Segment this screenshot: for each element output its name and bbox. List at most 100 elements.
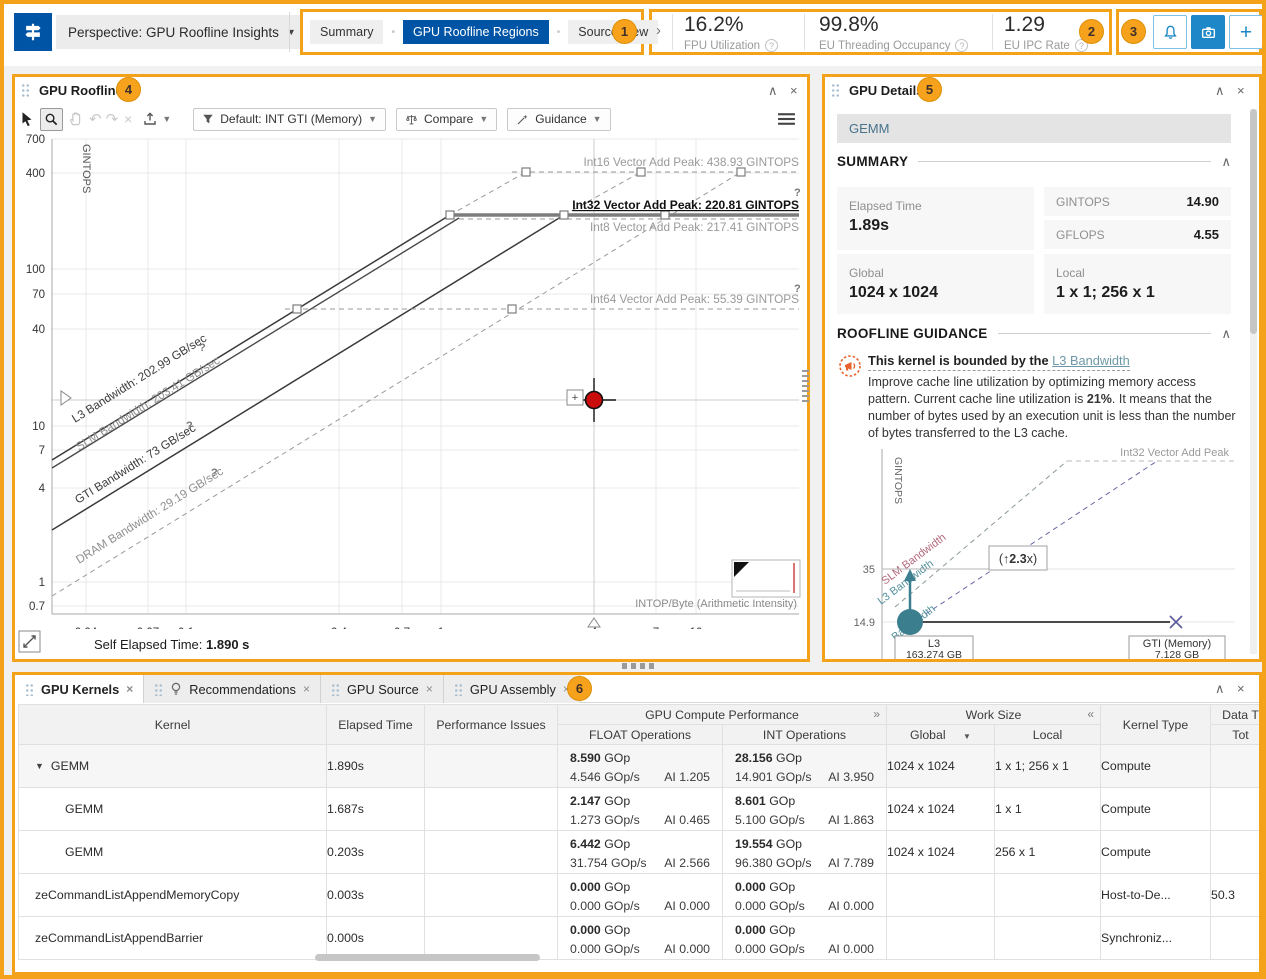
col-kernel-type[interactable]: Kernel Type: [1100, 704, 1211, 745]
tab-gpu-assembly[interactable]: GPU Assembly ×: [443, 675, 581, 703]
notifications-button[interactable]: [1153, 15, 1187, 49]
col-elapsed-time[interactable]: Elapsed Time: [326, 704, 425, 745]
svg-text:7: 7: [39, 445, 45, 457]
tab-recommendations[interactable]: Recommendations ×: [144, 675, 321, 703]
help-marker[interactable]: ?: [199, 342, 206, 354]
help-marker[interactable]: ?: [794, 187, 801, 199]
annotation-badge-2: 2: [1079, 19, 1104, 44]
global-size-card: Global 1024 x 1024: [837, 254, 1034, 314]
sort-desc-icon[interactable]: ▼: [963, 731, 971, 741]
metrics-expand-chevron[interactable]: ›: [656, 22, 661, 39]
col-float-operations[interactable]: FLOAT Operations: [557, 724, 723, 745]
collapse-panel-icon[interactable]: ∧: [768, 83, 778, 98]
close-tab-icon[interactable]: ×: [563, 682, 570, 696]
tab-summary[interactable]: Summary: [310, 20, 384, 44]
cell-kernel: zeCommandListAppendBarrier: [18, 916, 327, 960]
mini-kernel-dot[interactable]: [897, 609, 923, 635]
resize-chart-icon[interactable]: [18, 630, 41, 653]
col-global[interactable]: Global ▼: [886, 724, 995, 745]
help-marker[interactable]: ?: [186, 420, 193, 432]
drag-handle-icon[interactable]: [21, 83, 30, 98]
select-cursor-icon[interactable]: [18, 110, 36, 128]
kernel-row[interactable]: GEMM 0.203s 6.442 GOp 31.754 GOp/s AI 2.566 1…: [18, 830, 1259, 874]
col-local[interactable]: Local: [994, 724, 1101, 745]
help-marker[interactable]: ?: [211, 467, 218, 479]
selected-kernel-bar[interactable]: GEMM: [837, 114, 1231, 143]
export-icon[interactable]: [142, 111, 158, 127]
collapse-section-icon[interactable]: ∧: [1221, 154, 1231, 169]
col-group-gpu-compute[interactable]: GPU Compute Performance »: [557, 704, 887, 725]
svg-text:0.1: 0.1: [178, 627, 194, 629]
close-panel-icon[interactable]: ×: [1237, 83, 1245, 98]
toolbar-divider: [289, 12, 290, 52]
l3-bandwidth-link[interactable]: L3 Bandwidth: [1052, 353, 1130, 368]
close-panel-icon[interactable]: ×: [1237, 681, 1245, 696]
help-icon[interactable]: ?: [765, 39, 779, 52]
int16-peak-label: Int16 Vector Add Peak: 438.93 GINTOPS: [583, 155, 799, 169]
menu-hamburger-icon[interactable]: [777, 111, 796, 127]
help-icon[interactable]: ?: [955, 39, 969, 52]
vertical-splitter-handle[interactable]: [802, 370, 809, 402]
perspective-selector[interactable]: Perspective: GPU Roofline Insights ▼: [56, 15, 308, 49]
tab-gpu-roofline-regions[interactable]: GPU Roofline Regions: [403, 20, 549, 44]
gflops-row: GFLOPS 4.55: [1044, 220, 1231, 249]
col-group-work-size[interactable]: Work Size «: [886, 704, 1101, 725]
svg-text:700: 700: [26, 134, 45, 146]
add-button[interactable]: +: [1229, 15, 1262, 49]
collapse-panel-icon[interactable]: ∧: [1215, 83, 1225, 98]
guidance-wand-icon: [517, 114, 528, 124]
cell-kernel-type: Compute: [1100, 830, 1211, 874]
gti-callout-title: GTI (Memory): [1143, 638, 1211, 650]
col-group-data-transferred[interactable]: Data T: [1210, 704, 1259, 725]
y-tick-labels: 700 400 100 70 40 10 7 4 1 0.7: [26, 134, 46, 613]
cell-kernel-type: Compute: [1100, 787, 1211, 831]
help-marker[interactable]: ?: [794, 283, 801, 295]
tab-gpu-source[interactable]: GPU Source ×: [320, 675, 444, 703]
redo-icon[interactable]: ↷: [105, 111, 119, 128]
roofs-filter-dropdown[interactable]: Default: INT GTI (Memory) ▼: [193, 107, 386, 131]
expand-group-icon[interactable]: »: [873, 707, 880, 721]
close-tab-icon[interactable]: ×: [302, 682, 310, 696]
row-expander-icon[interactable]: ▼: [35, 761, 44, 771]
close-tab-icon[interactable]: ×: [126, 682, 134, 696]
kernel-row[interactable]: zeCommandListAppendMemoryCopy 0.003s 0.000…: [18, 873, 1259, 917]
col-kernel[interactable]: Kernel: [18, 704, 327, 745]
undo-icon[interactable]: ↶: [89, 111, 102, 128]
table-hscrollbar-thumb[interactable]: [315, 954, 540, 961]
collapse-section-icon[interactable]: ∧: [1221, 326, 1231, 341]
roofline-chart[interactable]: Int16 Vector Add Peak: 438.93 GINTOPS In…: [15, 132, 807, 629]
screenshot-button[interactable]: [1191, 15, 1225, 49]
cell-performance-issues: [424, 787, 558, 831]
cell-int-operations: 0.000 GOp 0.000 GOp/s AI 0.000: [722, 873, 887, 917]
roofline-guidance-heading: ROOFLINE GUIDANCE ∧: [837, 326, 1231, 341]
details-scrollbar-thumb[interactable]: [1250, 109, 1257, 334]
export-dropdown-caret[interactable]: ▼: [162, 114, 172, 124]
collapse-group-icon[interactable]: «: [1087, 707, 1094, 721]
collapse-panel-icon[interactable]: ∧: [1215, 681, 1225, 696]
mini-slm-l3-roof: [894, 460, 1068, 608]
metric-eu-threading-occupancy: 99.8% EU Threading Occupancy?: [819, 13, 969, 52]
kernel-row[interactable]: ▼ GEMM 1.890s 8.590 GOp 4.546 GOp/s AI 1.205 2…: [18, 744, 1259, 788]
close-tab-icon[interactable]: ×: [425, 682, 433, 696]
col-performance-issues[interactable]: Performance Issues: [424, 704, 558, 745]
horizontal-splitter-handle[interactable]: [622, 663, 656, 669]
guidance-dropdown[interactable]: Guidance ▼: [507, 107, 611, 131]
zoom-tool-button[interactable]: [40, 107, 63, 131]
kernel-row[interactable]: zeCommandListAppendBarrier 0.000s 0.000 GO…: [18, 916, 1259, 960]
chart-minimap[interactable]: [731, 559, 801, 598]
svg-text:4: 4: [591, 627, 598, 629]
details-scrollbar-track[interactable]: [1250, 109, 1257, 654]
pan-hand-icon[interactable]: [67, 110, 85, 128]
kernel-name: zeCommandListAppendMemoryCopy: [35, 888, 240, 902]
kernel-row[interactable]: GEMM 1.687s 2.147 GOp 1.273 GOp/s AI 0.465 8.…: [18, 787, 1259, 831]
col-data-total[interactable]: Tot: [1210, 724, 1259, 745]
cancel-zoom-icon[interactable]: ×: [124, 111, 133, 127]
drag-handle-icon[interactable]: [831, 83, 840, 98]
tab-gpu-kernels[interactable]: GPU Kernels ×: [15, 675, 145, 703]
col-int-operations[interactable]: INT Operations: [722, 724, 887, 745]
cell-kernel-type: Compute: [1100, 744, 1211, 788]
close-panel-icon[interactable]: ×: [790, 83, 798, 98]
kernel-point-gemm[interactable]: +: [566, 378, 616, 422]
compare-dropdown[interactable]: Compare ▼: [395, 107, 498, 131]
